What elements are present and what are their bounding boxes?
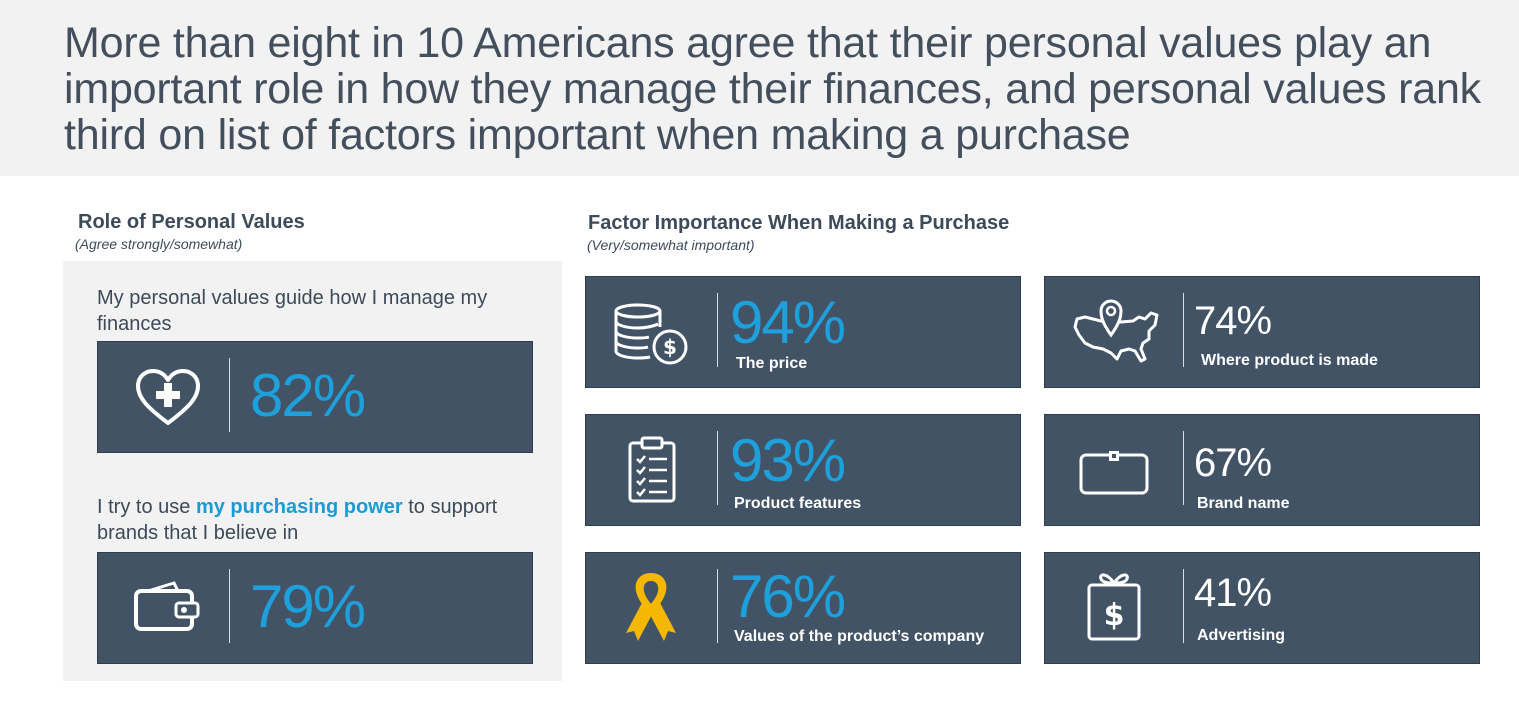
factor-label: Product features — [734, 495, 862, 512]
card-divider — [717, 293, 718, 367]
factor-value: 67% — [1194, 441, 1272, 485]
factor-card-features: 93% Product features — [585, 414, 1021, 526]
factor-card-brand: 67% Brand name — [1044, 414, 1480, 526]
card-divider — [229, 358, 230, 432]
factor-label: Where product is made — [1201, 352, 1378, 369]
factor-label: Values of the product’s company — [734, 628, 985, 645]
stat-value: 82% — [250, 362, 366, 429]
header-band: More than eight in 10 Americans agree th… — [0, 0, 1519, 176]
ribbon-icon — [626, 573, 676, 641]
left-section-title: Role of Personal Values — [78, 211, 305, 233]
statement-text-start: I try to use — [97, 496, 196, 518]
card-divider — [1183, 431, 1184, 505]
tag-icon — [1079, 451, 1149, 495]
factor-label: Advertising — [1197, 627, 1286, 644]
factor-card-origin: 74% Where product is made — [1044, 276, 1480, 388]
right-section-subtitle: (Very/somewhat important) — [587, 237, 755, 253]
right-section-title: Factor Importance When Making a Purchase — [588, 212, 1010, 234]
card-divider — [229, 569, 230, 643]
usa-map-pin-icon — [1073, 299, 1159, 363]
gift-dollar-icon: $ — [1087, 573, 1141, 641]
statement-purchasing-power: I try to use my purchasing power to supp… — [97, 494, 537, 546]
stat-card-purchasing-power: 79% — [97, 552, 533, 664]
factor-value: 74% — [1194, 299, 1272, 343]
statement-highlight: my purchasing power — [195, 496, 403, 518]
card-divider — [1183, 293, 1184, 367]
statement-text-end: to support brands that I believe in — [97, 496, 498, 544]
factor-label: Brand name — [1197, 495, 1290, 512]
card-divider — [717, 431, 718, 505]
statement-finances: My personal values guide how I manage my… — [97, 287, 488, 335]
factor-card-advertising: $ 41% Advertising — [1044, 552, 1480, 664]
factor-value: 76% — [730, 563, 846, 630]
left-section-subtitle: (Agree strongly/somewhat) — [75, 236, 243, 252]
svg-text:$: $ — [663, 335, 677, 359]
stat-value: 79% — [250, 573, 366, 640]
page-title: More than eight in 10 Americans agree th… — [64, 19, 1481, 159]
factor-card-price: $ 94% The price — [585, 276, 1021, 388]
coins-icon: $ — [614, 303, 688, 365]
card-divider — [1183, 569, 1184, 643]
heart-plus-icon — [136, 369, 200, 425]
wallet-icon — [134, 581, 200, 631]
factor-value: 94% — [730, 289, 846, 356]
factor-value: 93% — [730, 427, 846, 494]
stat-card-finances: 82% — [97, 341, 533, 453]
clipboard-checklist-icon — [628, 436, 676, 503]
factor-label: The price — [736, 355, 808, 372]
svg-text:$: $ — [1104, 598, 1125, 633]
factor-card-company-values: 76% Values of the product’s company — [585, 552, 1021, 664]
card-divider — [717, 569, 718, 643]
factor-value: 41% — [1194, 571, 1272, 615]
